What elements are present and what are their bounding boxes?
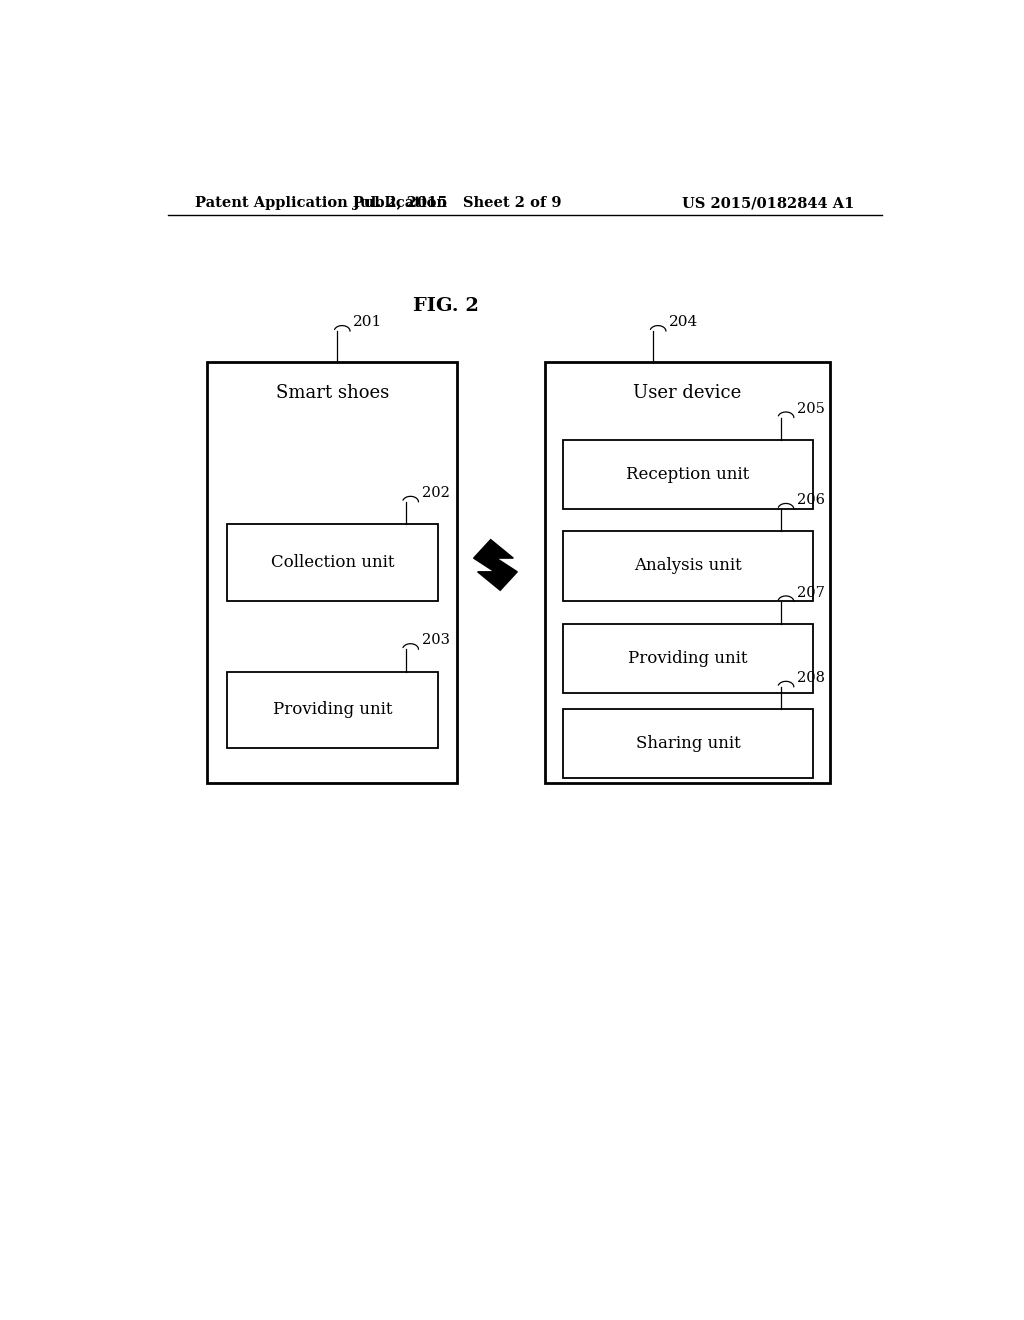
Polygon shape [474,540,517,590]
Text: Reception unit: Reception unit [627,466,750,483]
Bar [207,362,458,784]
Text: Providing unit: Providing unit [272,701,392,718]
Bar [545,362,830,784]
Text: 204: 204 [669,315,698,329]
Text: Patent Application Publication: Patent Application Publication [196,197,447,210]
Bar [563,532,813,601]
Bar [563,624,813,693]
Text: Providing unit: Providing unit [628,649,748,667]
Text: User device: User device [634,384,741,403]
Text: US 2015/0182844 A1: US 2015/0182844 A1 [682,197,854,210]
Text: 205: 205 [797,401,825,416]
Bar [227,672,437,748]
Bar [563,709,813,779]
Text: Analysis unit: Analysis unit [634,557,741,574]
Text: Jul. 2, 2015   Sheet 2 of 9: Jul. 2, 2015 Sheet 2 of 9 [353,197,561,210]
Text: 208: 208 [797,671,825,685]
Text: Collection unit: Collection unit [270,554,394,572]
Text: 203: 203 [422,634,450,647]
Text: 206: 206 [797,494,825,507]
Bar [227,524,437,601]
Text: 202: 202 [422,486,450,500]
Bar [563,440,813,510]
Text: 207: 207 [797,586,825,599]
Text: Sharing unit: Sharing unit [636,735,740,752]
Text: 201: 201 [353,315,383,329]
Text: Smart shoes: Smart shoes [275,384,389,403]
Text: FIG. 2: FIG. 2 [413,297,478,314]
